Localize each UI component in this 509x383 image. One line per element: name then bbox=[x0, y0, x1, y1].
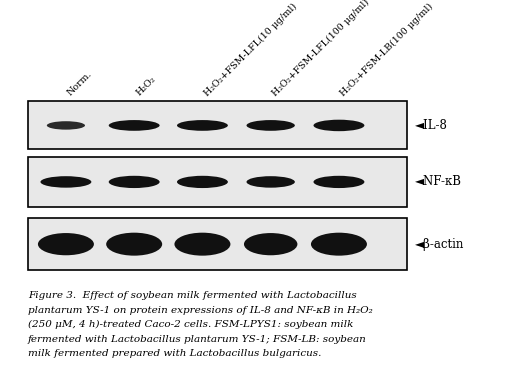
Ellipse shape bbox=[109, 176, 160, 188]
Ellipse shape bbox=[244, 233, 297, 255]
Text: ◄IL-8: ◄IL-8 bbox=[415, 119, 448, 132]
Text: fermented with Lactobacillus plantarum YS-1; FSM-LB: soybean: fermented with Lactobacillus plantarum Y… bbox=[28, 335, 367, 344]
Text: ◄β-actin: ◄β-actin bbox=[415, 238, 464, 250]
Text: H₂O₂+FSM-LFL(10 μg/ml): H₂O₂+FSM-LFL(10 μg/ml) bbox=[203, 1, 299, 98]
Ellipse shape bbox=[38, 233, 94, 255]
Ellipse shape bbox=[109, 120, 160, 131]
Bar bbox=[28, 101, 407, 149]
Text: ◄NF-κB: ◄NF-κB bbox=[415, 175, 462, 188]
Ellipse shape bbox=[41, 176, 92, 188]
Ellipse shape bbox=[314, 176, 364, 188]
Bar bbox=[28, 218, 407, 270]
Text: H₂O₂: H₂O₂ bbox=[134, 75, 157, 98]
Text: H₂O₂+FSM-LB(100 μg/ml): H₂O₂+FSM-LB(100 μg/ml) bbox=[339, 1, 435, 98]
Ellipse shape bbox=[246, 120, 295, 131]
Text: Norm.: Norm. bbox=[66, 70, 94, 98]
Ellipse shape bbox=[311, 232, 367, 256]
Text: plantarum YS-1 on protein expressions of IL-8 and NF-κB in H₂O₂: plantarum YS-1 on protein expressions of… bbox=[28, 306, 373, 314]
Ellipse shape bbox=[175, 232, 231, 256]
Text: milk fermented prepared with Lactobacillus bulgaricus.: milk fermented prepared with Lactobacill… bbox=[28, 349, 321, 358]
Ellipse shape bbox=[246, 176, 295, 188]
Text: (250 μM, 4 h)-treated Caco-2 cells. FSM-LPYS1: soybean milk: (250 μM, 4 h)-treated Caco-2 cells. FSM-… bbox=[28, 320, 353, 329]
Ellipse shape bbox=[177, 120, 228, 131]
Ellipse shape bbox=[314, 119, 364, 131]
Ellipse shape bbox=[106, 232, 162, 256]
Text: Figure 3.  Effect of soybean milk fermented with Lactobacillus: Figure 3. Effect of soybean milk ferment… bbox=[28, 291, 357, 300]
Bar bbox=[28, 157, 407, 207]
Ellipse shape bbox=[177, 176, 228, 188]
Text: H₂O₂+FSM-LFL(100 μg/ml): H₂O₂+FSM-LFL(100 μg/ml) bbox=[271, 0, 371, 98]
Ellipse shape bbox=[47, 121, 85, 129]
